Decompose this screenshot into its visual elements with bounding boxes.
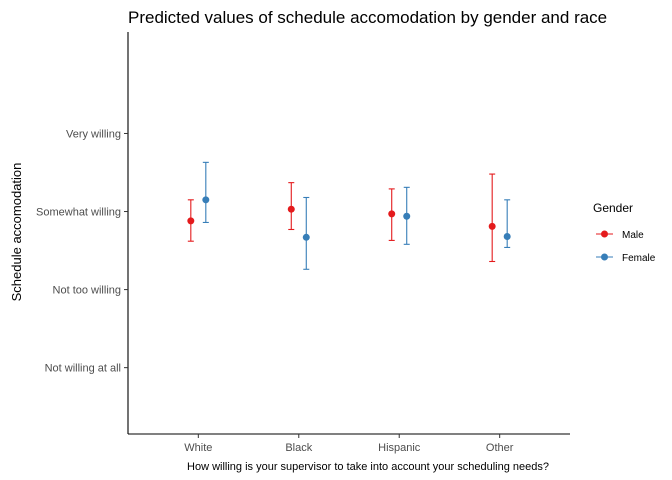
legend-key-point <box>601 230 608 238</box>
legend-item: Male <box>596 230 644 241</box>
data-point <box>202 196 210 204</box>
x-tick-label: Hispanic <box>378 442 421 454</box>
y-ticks: Not willing at all Not too willing Somewha… <box>36 128 128 375</box>
legend-label: Female <box>622 253 656 264</box>
data-point <box>187 217 195 225</box>
y-tick-label: Not willing at all <box>45 363 121 375</box>
y-tick-label: Not too willing <box>53 285 121 297</box>
x-tick-label: White <box>184 442 212 454</box>
legend-label: Male <box>622 230 644 241</box>
chart-title: Predicted values of schedule accomodatio… <box>128 8 607 27</box>
legend-title: Gender <box>593 201 633 215</box>
error-bar <box>489 173 496 263</box>
data-point <box>488 222 496 230</box>
data-point <box>388 210 396 218</box>
legend: Gender Male Female <box>593 201 656 264</box>
legend-key-point <box>601 253 608 261</box>
error-bar <box>202 161 209 224</box>
error-bar <box>303 196 310 270</box>
data-point <box>302 233 310 241</box>
x-axis-title: How willing is your supervisor to take i… <box>187 461 549 473</box>
error-bar <box>504 199 511 248</box>
data-point <box>403 212 411 220</box>
data-point <box>503 233 511 241</box>
data-point <box>287 205 295 213</box>
y-axis-title: Schedule accomodation <box>9 163 24 302</box>
y-tick-label: Very willing <box>66 128 121 140</box>
y-tick-label: Somewhat willing <box>36 207 121 219</box>
x-tick-label: Other <box>486 442 514 454</box>
x-tick-label: Black <box>285 442 312 454</box>
marks <box>187 161 511 270</box>
x-ticks: White Black Hispanic Other <box>184 434 514 454</box>
legend-item: Female <box>596 253 656 264</box>
